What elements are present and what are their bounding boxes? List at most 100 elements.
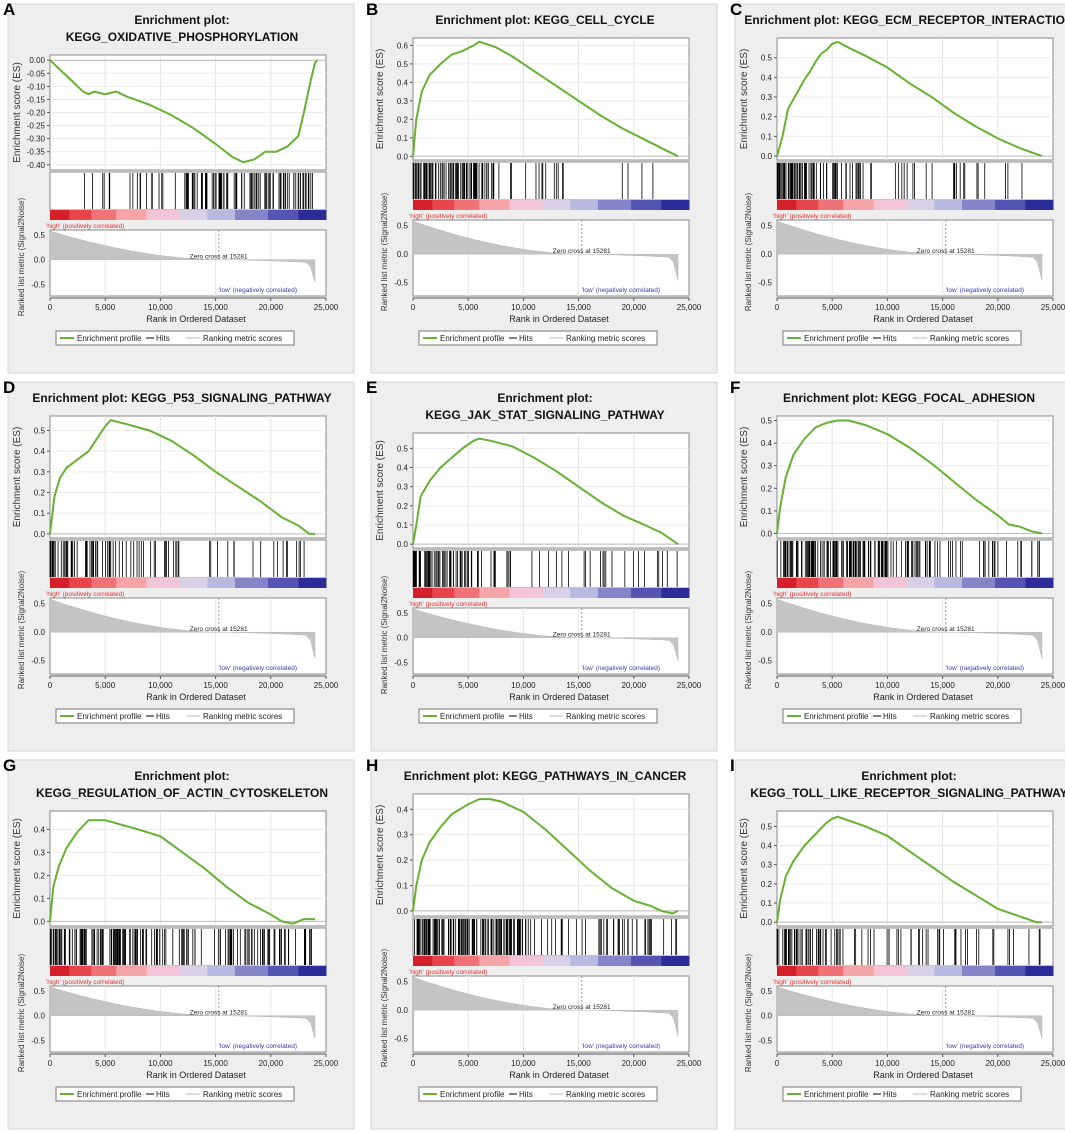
chart-title: Enrichment plot: bbox=[497, 391, 592, 405]
x-axis-label: Rank in Ordered Dataset bbox=[873, 1070, 973, 1080]
y-tick-label: 0.5 bbox=[761, 54, 773, 63]
rank-color-bar-segment bbox=[631, 200, 662, 210]
y-tick-label: 0.0 bbox=[761, 152, 773, 161]
x-tick-label: 15,000 bbox=[930, 681, 955, 690]
panel-letter: H bbox=[366, 756, 379, 775]
legend-label: Enrichment profile bbox=[804, 712, 869, 721]
rank-color-bar-segment bbox=[818, 578, 844, 588]
x-tick-label: 25,000 bbox=[314, 1059, 339, 1068]
rank-color-bar-segment bbox=[91, 578, 117, 588]
legend-label: Ranking metric scores bbox=[566, 1090, 645, 1099]
high-label: 'high' (positively correlated) bbox=[46, 223, 124, 230]
low-label: 'low' (negatively correlated) bbox=[946, 1043, 1024, 1050]
rank-color-bar-segment bbox=[961, 200, 996, 210]
metric-ylabel: Ranked list metric (Signal2Noise) bbox=[17, 571, 26, 690]
legend-box bbox=[418, 1086, 658, 1102]
rank-color-bar-segment bbox=[432, 200, 455, 210]
zero-cross-label: Zero cross at 15281 bbox=[917, 626, 975, 633]
legend-label: Enrichment profile bbox=[77, 1090, 142, 1099]
y-tick-label: 0.2 bbox=[34, 871, 46, 880]
x-tick-label: 20,000 bbox=[259, 681, 284, 690]
y-tick-label: 0.1 bbox=[761, 507, 773, 516]
rank-color-bar-segment bbox=[661, 956, 690, 966]
x-tick-label: 15,000 bbox=[930, 303, 955, 312]
panel-letter: B bbox=[366, 0, 379, 19]
x-tick-label: 0 bbox=[411, 681, 416, 690]
gsea-chart-a: Enrichment plot: KEGG_OXIDATIVE_PHOSPHORY… bbox=[7, 3, 355, 374]
metric-ylabel: Ranked list metric (Signal2Noise) bbox=[17, 198, 26, 317]
legend-label: Hits bbox=[883, 1090, 897, 1099]
x-tick-label: 10,000 bbox=[148, 681, 173, 690]
panel-b: Enrichment plot: KEGG_CELL_CYCLE 0.0 0.1 0.… bbox=[363, 0, 719, 377]
x-tick-label: 5,000 bbox=[95, 681, 116, 690]
legend-box bbox=[782, 1086, 1022, 1102]
rank-color-bar-segment bbox=[268, 210, 299, 220]
chart-title: Enrichment plot: KEGG_FOCAL_ADHESION bbox=[783, 391, 1035, 405]
legend-label: Ranking metric scores bbox=[566, 712, 645, 721]
rank-color-bar-segment bbox=[796, 578, 819, 588]
panel-letter: D bbox=[3, 378, 16, 397]
rank-color-bar-segment bbox=[661, 588, 690, 598]
rank-color-bar-segment bbox=[116, 210, 148, 220]
panel-e: Enrichment plot: KEGG_JAK_STAT_SIGNALING_… bbox=[363, 378, 719, 755]
rank-color-bar-segment bbox=[906, 578, 935, 588]
x-tick-label: 20,000 bbox=[622, 1059, 647, 1068]
legend-label: Enrichment profile bbox=[804, 1090, 869, 1099]
zero-cross-label: Zero cross at 15281 bbox=[190, 254, 248, 261]
metric-plot-area bbox=[412, 975, 690, 1053]
y-tick-label: 0.2 bbox=[397, 502, 409, 511]
metric-tick-label: 0.0 bbox=[397, 1006, 409, 1015]
gsea-chart-h: Enrichment plot: KEGG_PATHWAYS_IN_CANCER… bbox=[370, 759, 718, 1130]
metric-plot-area bbox=[776, 985, 1054, 1053]
x-axis-label: Rank in Ordered Dataset bbox=[146, 314, 246, 324]
high-label: 'high' (positively correlated) bbox=[773, 591, 851, 598]
gsea-chart-d: Enrichment plot: KEGG_P53_SIGNALING_PATH… bbox=[7, 381, 355, 752]
y-tick-label: 0.0 bbox=[34, 530, 46, 539]
rank-color-bar-segment bbox=[777, 966, 797, 976]
legend-box bbox=[55, 708, 295, 724]
rank-color-bar-segment bbox=[509, 200, 544, 210]
low-label: 'low' (negatively correlated) bbox=[946, 665, 1024, 672]
rank-color-bar-segment bbox=[631, 588, 662, 598]
rank-color-bar-segment bbox=[179, 210, 208, 220]
metric-tick-label: 0.5 bbox=[761, 222, 773, 231]
es-ylabel: Enrichment score (ES) bbox=[375, 440, 386, 541]
x-tick-label: 5,000 bbox=[458, 681, 479, 690]
low-label: 'low' (negatively correlated) bbox=[219, 1043, 297, 1050]
rank-color-bar-segment bbox=[50, 578, 70, 588]
rank-color-bar-segment bbox=[234, 210, 269, 220]
high-label: 'high' (positively correlated) bbox=[773, 213, 851, 220]
rank-color-bar-segment bbox=[413, 956, 433, 966]
x-tick-label: 10,000 bbox=[511, 681, 536, 690]
chart-title: Enrichment plot: KEGG_ECM_RECEPTOR_INTER… bbox=[744, 13, 1065, 27]
metric-tick-label: 0.5 bbox=[34, 231, 46, 240]
x-tick-label: 20,000 bbox=[986, 303, 1011, 312]
rank-color-bar-segment bbox=[995, 578, 1026, 588]
low-label: 'low' (negatively correlated) bbox=[219, 287, 297, 294]
y-tick-label: 0.2 bbox=[397, 856, 409, 865]
y-tick-label: -0.20 bbox=[27, 109, 46, 118]
legend-label: Enrichment profile bbox=[77, 334, 142, 343]
x-tick-label: 15,000 bbox=[566, 1059, 591, 1068]
low-label: 'low' (negatively correlated) bbox=[219, 665, 297, 672]
rank-color-bar-segment bbox=[934, 966, 963, 976]
x-tick-label: 0 bbox=[411, 1059, 416, 1068]
rank-color-bar-segment bbox=[1025, 200, 1054, 210]
zero-cross-label: Zero cross at 15281 bbox=[917, 248, 975, 255]
es-ylabel: Enrichment score (ES) bbox=[12, 62, 23, 163]
ranking-metric-area bbox=[49, 230, 316, 283]
rank-color-bar-segment bbox=[116, 966, 148, 976]
metric-tick-label: -0.5 bbox=[394, 658, 408, 667]
y-tick-label: 0.4 bbox=[34, 447, 46, 456]
x-tick-label: 5,000 bbox=[822, 303, 843, 312]
y-tick-label: 0.3 bbox=[761, 93, 773, 102]
legend-box bbox=[782, 708, 1022, 724]
x-tick-label: 10,000 bbox=[511, 1059, 536, 1068]
rank-color-bar-segment bbox=[1025, 966, 1054, 976]
x-tick-label: 5,000 bbox=[822, 681, 843, 690]
rank-color-bar-segment bbox=[509, 588, 544, 598]
zero-cross-label: Zero cross at 15281 bbox=[190, 1010, 248, 1017]
gsea-chart-f: Enrichment plot: KEGG_FOCAL_ADHESION 0.0 0… bbox=[734, 381, 1065, 752]
rank-color-bar-segment bbox=[597, 956, 632, 966]
x-tick-label: 0 bbox=[775, 303, 780, 312]
